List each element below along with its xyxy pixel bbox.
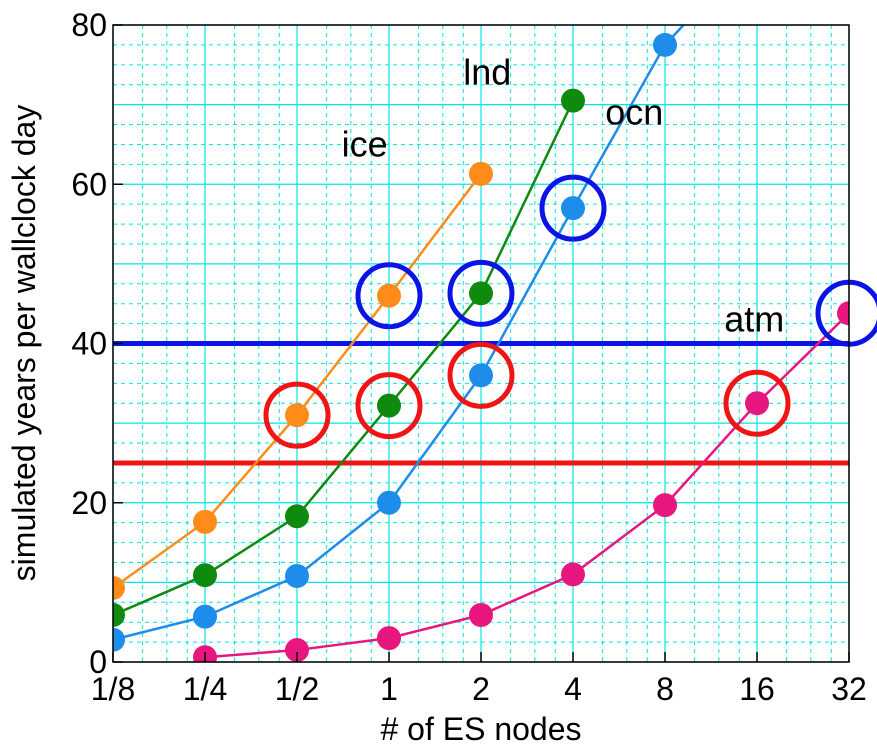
- data-point-ocn: [469, 363, 493, 388]
- data-point-ice: [193, 509, 217, 534]
- y-axis-label: simulated years per wallclock day: [6, 105, 42, 582]
- highlight-ring-red: [263, 381, 331, 449]
- data-point-atm: [745, 391, 769, 416]
- x-tick-label: 16: [739, 671, 775, 707]
- series-label-ice: ice: [342, 123, 388, 164]
- highlight-ring-blue: [447, 259, 515, 327]
- x-tick-label: 2: [472, 671, 490, 707]
- data-point-lnd: [193, 563, 217, 588]
- series-label-lnd: lnd: [463, 52, 511, 93]
- grid: [112, 24, 850, 663]
- x-tick-label: 1: [380, 671, 398, 707]
- x-tick-label: 32: [831, 671, 867, 707]
- series-labels: ice lnd ocn atm: [342, 52, 785, 340]
- y-tick-label: 40: [71, 326, 107, 362]
- data-point-ice: [285, 403, 309, 428]
- data-point-ice: [469, 161, 493, 186]
- data-point-atm: [561, 562, 585, 587]
- y-tick-label: 0: [89, 644, 107, 680]
- data-point-atm: [285, 638, 309, 662]
- y-tick-label: 20: [71, 485, 107, 521]
- data-point-lnd: [285, 504, 309, 529]
- x-axis-label: # of ES nodes: [380, 711, 581, 747]
- data-point-atm: [837, 301, 849, 326]
- data-point-ocn: [561, 196, 585, 221]
- data-point-ocn: [377, 490, 401, 515]
- data-point-lnd: [469, 281, 493, 306]
- data-point-ice: [113, 575, 125, 600]
- series-layer: [113, 25, 849, 662]
- series-label-ocn: ocn: [605, 92, 663, 133]
- data-point-lnd: [561, 88, 585, 113]
- highlight-ring-blue: [355, 262, 423, 330]
- axis-ticks: 1/8 1/4 1/2 1 2 4 8 16 32 0 20 40 60 80: [71, 7, 866, 707]
- highlight-ring-red: [447, 341, 515, 409]
- x-tick-label: 4: [564, 671, 582, 707]
- series-line-atm: [204, 312, 849, 659]
- data-point-ice: [377, 283, 401, 308]
- x-tick-label: 1/4: [183, 671, 227, 707]
- data-point-ocn: [653, 32, 677, 57]
- series-line-lnd: [113, 100, 575, 617]
- data-point-lnd: [113, 603, 125, 628]
- y-tick-label: 80: [71, 7, 107, 43]
- data-point-ocn: [285, 564, 309, 589]
- data-point-ocn: [113, 627, 125, 652]
- y-tick-label: 60: [71, 166, 107, 202]
- data-point-ocn: [193, 604, 217, 629]
- series-line-ocn: [113, 25, 685, 641]
- x-tick-label: 1/8: [91, 671, 135, 707]
- highlight-ring-red: [723, 369, 791, 437]
- data-point-atm: [653, 493, 677, 518]
- highlight-ring-red: [355, 372, 423, 440]
- x-tick-label: 1/2: [275, 671, 319, 707]
- data-point-atm: [469, 603, 493, 628]
- data-point-atm: [377, 626, 401, 651]
- x-tick-label: 8: [656, 671, 674, 707]
- highlight-ring-blue: [539, 174, 607, 242]
- series-label-atm: atm: [724, 299, 784, 340]
- data-point-lnd: [377, 393, 401, 418]
